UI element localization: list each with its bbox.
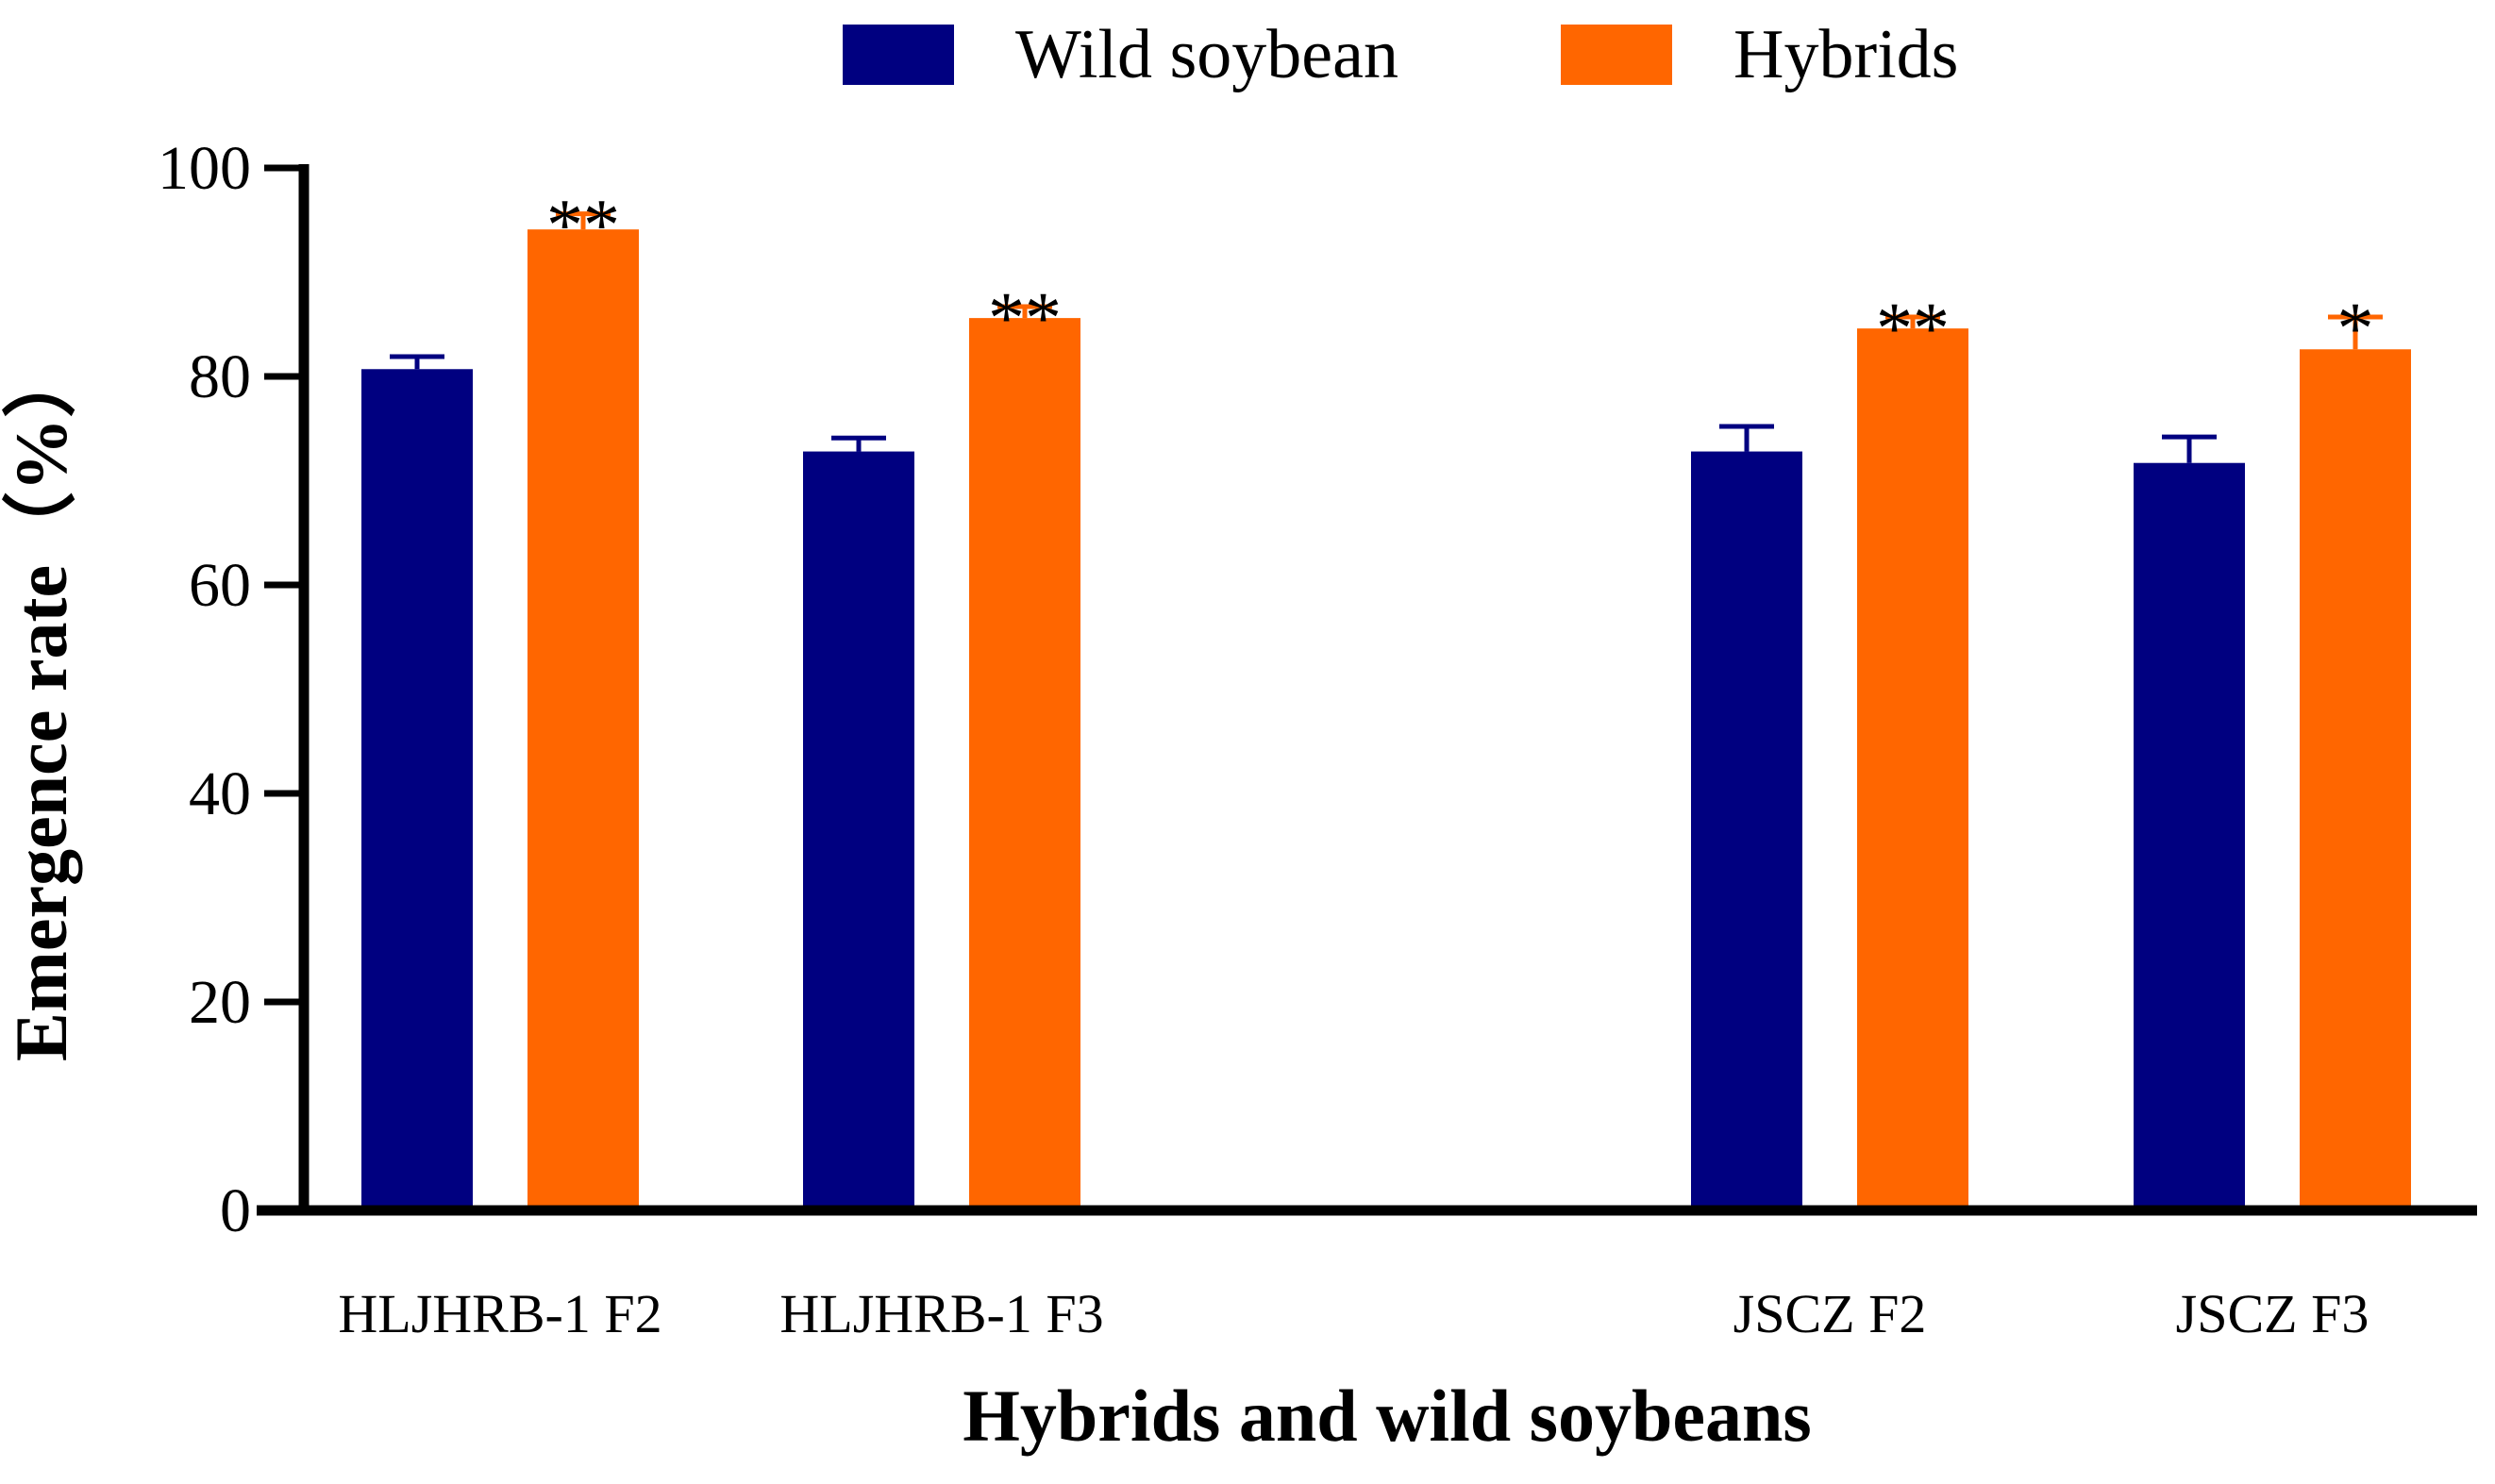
significance-label: * <box>2337 287 2374 369</box>
y-axis-label: Emergence rate（%） <box>0 344 82 1061</box>
legend-swatch <box>843 25 954 85</box>
legend-label: Hybrids <box>1733 16 1958 93</box>
bars: **** ** * <box>361 184 2411 1211</box>
x-tick-label: JSCZ F2 <box>1733 1283 1927 1344</box>
y-axis: 0 20 40 60 80 100 <box>158 134 310 1245</box>
legend: Wild soybean Hybrids <box>843 16 1958 93</box>
bar <box>803 451 914 1210</box>
x-axis-label: Hybrids and wild soybeans <box>963 1375 1811 1457</box>
bar <box>2134 462 2245 1211</box>
bar <box>361 369 473 1210</box>
y-tick-label: 80 <box>189 342 251 411</box>
bar <box>2300 349 2411 1210</box>
legend-swatch <box>1561 25 1672 85</box>
x-axis: HLJHRB-1 F2 HLJHRB-1 F3 JSCZ F2 JSCZ F3 <box>257 1205 2477 1344</box>
y-tick-label: 60 <box>189 551 251 620</box>
x-tick-label: HLJHRB-1 F3 <box>779 1283 1103 1344</box>
x-tick-label: HLJHRB-1 F2 <box>338 1283 661 1344</box>
significance-label: ** <box>546 184 620 266</box>
bar <box>527 229 639 1210</box>
y-tick-label: 100 <box>158 134 251 203</box>
significance-label: ** <box>988 276 1062 358</box>
bar <box>1691 451 1802 1210</box>
legend-label: Wild soybean <box>1015 16 1398 93</box>
y-tick-label: 20 <box>189 968 251 1037</box>
significance-label: ** <box>1876 287 1950 369</box>
y-tick-label: 0 <box>220 1176 251 1245</box>
bar <box>969 318 1080 1210</box>
bar <box>1857 328 1968 1210</box>
y-tick-label: 40 <box>189 759 251 828</box>
x-tick-label: JSCZ F3 <box>2176 1283 2369 1344</box>
